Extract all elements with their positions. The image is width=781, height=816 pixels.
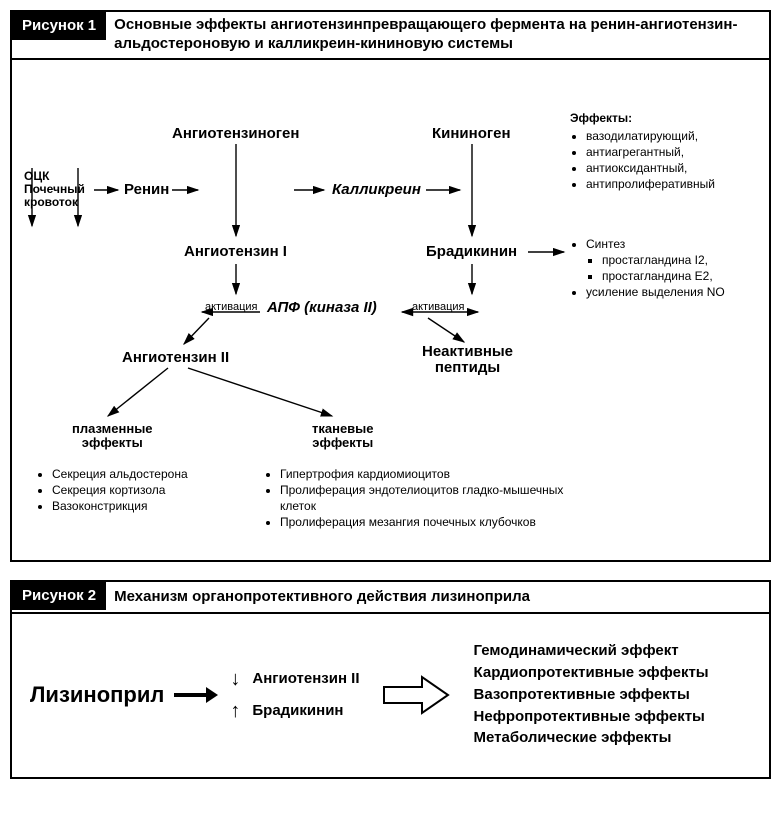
node-ock: ОЦКПочечныйкровоток — [24, 170, 85, 210]
tissue-effects: Гипертрофия кардиомиоцитовПролиферация э… — [264, 464, 574, 531]
node-inactive: Неактивныепептиды — [422, 344, 513, 377]
mid-label-0: Ангиотензин II — [252, 667, 359, 691]
outline-arrow-icon — [368, 673, 466, 717]
mid-column: ↓ Ангиотензин II ↑ Брадикинин — [226, 663, 359, 727]
thick-arrow-icon — [172, 684, 218, 706]
effects-list: Гемодинамический эффектКардиопротективны… — [474, 640, 709, 749]
effects-box: Эффекты:вазодилатирующий,антиагрегантный… — [570, 110, 715, 193]
figure-1-header: Рисунок 1 Основные эффекты ангиотензинпр… — [12, 12, 769, 60]
effect-1: Кардиопротективные эффекты — [474, 662, 709, 684]
node-act_right: активация — [412, 301, 464, 313]
node-act_left: активация — [205, 301, 257, 313]
arrow-down-icon: ↓ — [226, 663, 244, 695]
mid-row-1: ↑ Брадикинин — [226, 695, 359, 727]
effect-3: Нефропротективные эффекты — [474, 706, 709, 728]
node-apf: АПФ (киназа II) — [267, 300, 377, 317]
figure-1-title: Основные эффекты ангиотензинпревращающег… — [106, 12, 769, 58]
drug-name: Лизиноприл — [30, 682, 164, 708]
node-kininogen: Кининоген — [432, 126, 511, 143]
figure-2-title: Механизм органопротективного действия ли… — [106, 582, 538, 613]
plasma-effects: Секреция альдостеронаСекреция кортизолаВ… — [36, 464, 188, 515]
figure-1-tag: Рисунок 1 — [12, 12, 106, 40]
figure-1-body: ОЦКПочечныйкровоток Ренин Ангиотензиноген А… — [12, 60, 769, 560]
node-angiotensinogen: Ангиотензиноген — [172, 126, 299, 143]
arrow-up-icon: ↑ — [226, 695, 244, 727]
figure-2-panel: Рисунок 2 Механизм органопротективного д… — [10, 580, 771, 780]
node-ang1: Ангиотензин I — [184, 244, 287, 261]
mid-row-0: ↓ Ангиотензин II — [226, 663, 359, 695]
figure-2-header: Рисунок 2 Механизм органопротективного д… — [12, 582, 769, 615]
node-kallikrein: Калликреин — [332, 182, 421, 199]
node-plasma_hd: плазменныеэффекты — [72, 422, 153, 451]
node-ang2: Ангиотензин II — [122, 350, 229, 367]
effect-4: Метаболические эффекты — [474, 727, 709, 749]
node-tissue_hd: тканевыеэффекты — [312, 422, 374, 451]
node-renin: Ренин — [124, 182, 169, 199]
figure-1-panel: Рисунок 1 Основные эффекты ангиотензинпр… — [10, 10, 771, 562]
bradykinin-box: Синтезпростагландина I2,простагландина Е… — [570, 234, 725, 301]
figure-2-body: Лизиноприл ↓ Ангиотензин II ↑ Брадикинин Ге… — [12, 614, 769, 777]
node-bradykinin: Брадикинин — [426, 244, 517, 261]
effect-0: Гемодинамический эффект — [474, 640, 709, 662]
mid-label-1: Брадикинин — [252, 699, 343, 723]
figure-2-tag: Рисунок 2 — [12, 582, 106, 610]
effect-2: Вазопротективные эффекты — [474, 684, 709, 706]
